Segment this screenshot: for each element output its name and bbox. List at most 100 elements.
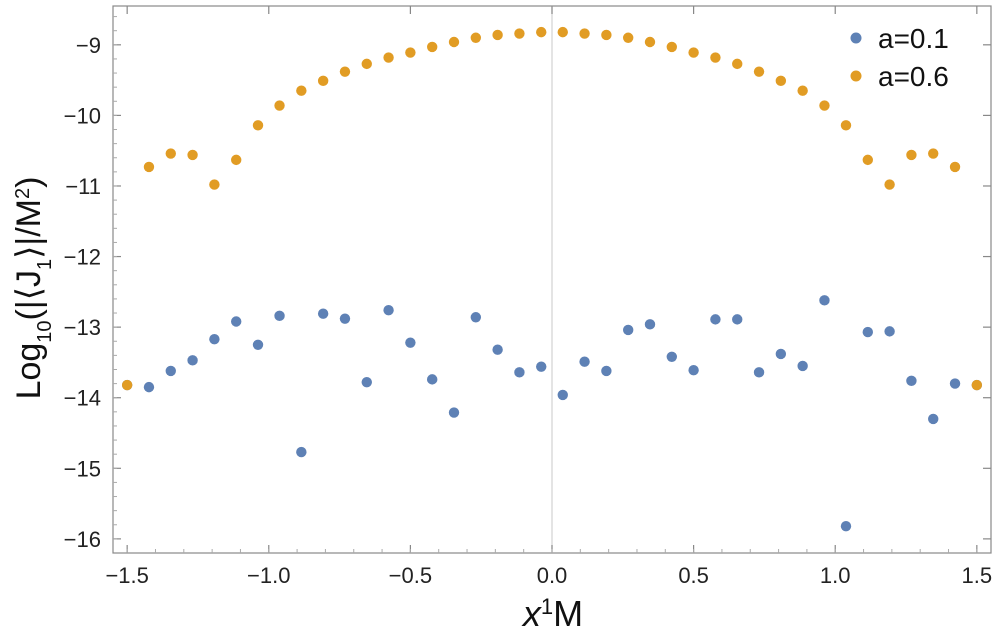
data-point bbox=[819, 295, 830, 306]
data-point bbox=[296, 85, 307, 96]
data-point bbox=[209, 333, 220, 345]
x-tick-label: 0.5 bbox=[678, 563, 709, 588]
data-point bbox=[296, 446, 307, 458]
data-point bbox=[492, 29, 503, 41]
data-point bbox=[797, 85, 808, 96]
data-point bbox=[187, 149, 198, 161]
series-1 bbox=[121, 295, 983, 532]
data-point bbox=[644, 319, 656, 330]
legend-label: a=0.1 bbox=[878, 23, 949, 54]
x-axis-title-sup: 1 bbox=[541, 594, 553, 619]
y-axis-title-sup: 2 bbox=[12, 188, 34, 199]
data-point bbox=[536, 26, 547, 38]
data-point bbox=[862, 326, 873, 338]
data-point bbox=[514, 367, 525, 378]
data-point bbox=[209, 179, 220, 190]
data-point bbox=[448, 407, 460, 418]
data-point bbox=[949, 161, 961, 173]
data-point bbox=[732, 314, 743, 325]
data-point bbox=[426, 374, 438, 385]
x-axis-ticks: −1.5 −1.0 −0.5 0.0 0.5 1.0 1.5 bbox=[105, 6, 992, 588]
data-point bbox=[840, 520, 852, 532]
y-axis-title-sub: 10 bbox=[34, 320, 56, 342]
data-point bbox=[339, 313, 351, 324]
x-tick-label: −0.5 bbox=[389, 563, 432, 588]
x-tick-label: 1.0 bbox=[820, 563, 851, 588]
data-point bbox=[231, 154, 242, 166]
y-tick-label: −9 bbox=[76, 33, 101, 58]
y-axis-title-sub2: 1 bbox=[34, 259, 56, 270]
y-axis-title-prefix: Log bbox=[10, 343, 48, 400]
data-point bbox=[666, 351, 678, 362]
data-point bbox=[143, 381, 155, 393]
data-point bbox=[840, 120, 852, 131]
data-point bbox=[928, 413, 939, 425]
data-point bbox=[862, 154, 873, 166]
x-axis-title: x1M bbox=[521, 593, 583, 634]
data-point bbox=[361, 376, 372, 388]
data-point bbox=[775, 348, 787, 360]
data-point bbox=[274, 310, 285, 322]
data-point bbox=[884, 326, 895, 337]
data-point bbox=[470, 312, 482, 323]
data-point bbox=[753, 367, 765, 378]
y-axis-title-mid: (|⟨J bbox=[10, 270, 48, 320]
data-point bbox=[252, 120, 264, 131]
data-points bbox=[121, 26, 983, 532]
x-axis-title-base: x bbox=[521, 593, 543, 634]
y-axis-title-suffix: ) bbox=[10, 177, 48, 188]
data-point bbox=[165, 365, 176, 377]
x-tick-label: −1.0 bbox=[247, 563, 290, 588]
x-tick-label: −1.5 bbox=[105, 563, 148, 588]
data-point bbox=[601, 29, 612, 41]
legend-marker bbox=[850, 70, 862, 82]
data-point bbox=[536, 361, 547, 372]
data-point bbox=[579, 28, 590, 39]
y-tick-label: −15 bbox=[64, 456, 101, 481]
data-point bbox=[622, 324, 634, 336]
data-point bbox=[317, 75, 329, 87]
data-point bbox=[819, 100, 830, 111]
data-point bbox=[121, 379, 133, 391]
data-point bbox=[252, 339, 264, 350]
data-point bbox=[426, 41, 438, 53]
data-point bbox=[361, 58, 372, 70]
data-point bbox=[187, 355, 198, 366]
data-point bbox=[557, 389, 568, 401]
data-point bbox=[514, 28, 525, 39]
x-axis-title-tail: M bbox=[553, 593, 583, 634]
data-point bbox=[928, 148, 939, 159]
data-point bbox=[405, 337, 416, 348]
data-point bbox=[906, 375, 917, 386]
data-point bbox=[448, 36, 460, 48]
data-point bbox=[339, 66, 351, 77]
data-point bbox=[949, 378, 961, 389]
data-point bbox=[710, 314, 721, 325]
y-tick-label: −12 bbox=[64, 245, 101, 270]
data-point bbox=[557, 26, 568, 38]
data-point bbox=[492, 344, 503, 355]
legend-label: a=0.6 bbox=[878, 61, 949, 92]
data-point bbox=[470, 32, 482, 43]
legend: a=0.1 a=0.6 bbox=[850, 23, 949, 92]
data-point bbox=[775, 75, 787, 87]
data-point bbox=[317, 308, 329, 319]
data-point bbox=[906, 149, 917, 161]
data-point bbox=[732, 58, 743, 70]
data-point bbox=[601, 365, 612, 377]
y-tick-label: −10 bbox=[64, 103, 101, 128]
y-axis-title: Log10(|⟨J1⟩|/M2) bbox=[10, 177, 56, 400]
data-point bbox=[797, 360, 808, 372]
y-axis-title-mid2: ⟩|/M bbox=[10, 199, 48, 259]
data-point bbox=[383, 52, 394, 63]
y-tick-label: −13 bbox=[64, 315, 101, 340]
data-point bbox=[666, 41, 678, 53]
x-tick-label: 1.5 bbox=[962, 563, 993, 588]
data-point bbox=[405, 47, 416, 58]
series-2 bbox=[121, 26, 983, 391]
data-point bbox=[274, 100, 285, 111]
data-point bbox=[383, 305, 394, 316]
data-point bbox=[688, 47, 699, 58]
legend-marker bbox=[850, 32, 862, 44]
